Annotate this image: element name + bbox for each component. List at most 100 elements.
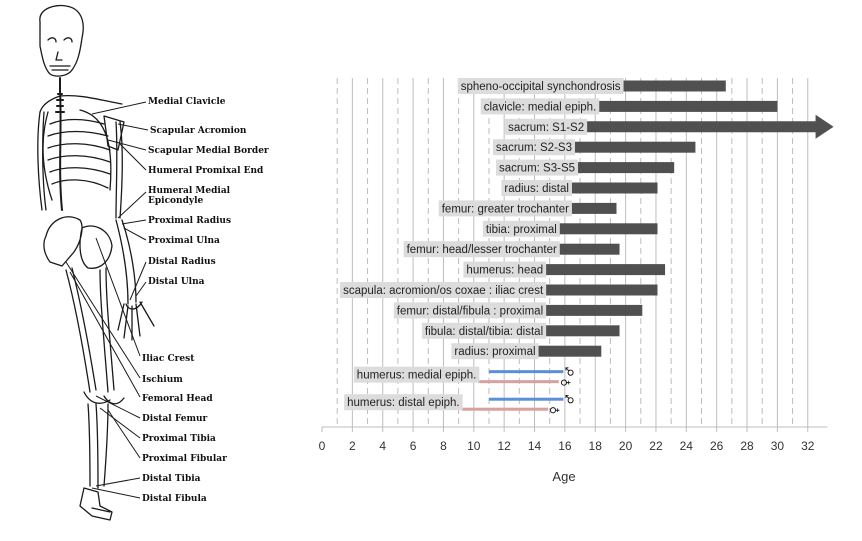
bar xyxy=(622,80,726,92)
bar xyxy=(558,223,658,235)
skeleton-illustration xyxy=(37,4,155,521)
x-tick-label: 10 xyxy=(467,439,481,453)
bar-label-background xyxy=(421,322,547,339)
bar xyxy=(598,100,778,112)
x-tick-label: 26 xyxy=(710,439,724,453)
bar-label-group: radius: distal xyxy=(501,180,572,196)
x-tick-label: 28 xyxy=(740,439,754,453)
x-tick-label: 14 xyxy=(528,439,542,453)
sex-bar-label: humerus: distal epiph. xyxy=(347,397,460,409)
bar-label: radius: distal xyxy=(504,183,569,195)
bar-label-group: femur: head/lesser trochanter xyxy=(403,241,560,258)
bar-label: femur: distal/fibula : proximal xyxy=(397,305,543,317)
female-symbol: ♀ xyxy=(548,406,561,414)
bar-label: spheno-occipital synchondrosis xyxy=(461,81,621,93)
skeleton-labels: Medial Clavicle Scapular Acromion Scapul… xyxy=(142,97,269,504)
label-proximal-radius: Proximal Radius xyxy=(148,216,231,226)
male-symbol: ♂ xyxy=(563,394,576,404)
sex-bar-label-background xyxy=(353,366,480,383)
bar-label-group: radius: proximal xyxy=(451,343,539,360)
hand-right xyxy=(117,301,155,341)
bar-label: humerus: head xyxy=(466,265,543,277)
bar-label: femur: greater trochanter xyxy=(442,203,569,215)
sex-bar-label-group: humerus: distal epiph. xyxy=(344,394,463,411)
bar-label-group: femur: distal/fibula : proximal xyxy=(393,302,547,319)
label-humeral-proximal-end: Humeral Promixal End xyxy=(148,166,264,176)
bar xyxy=(570,202,617,214)
chart-bars: ♂♀♂♀ xyxy=(461,80,834,414)
bar-label-background xyxy=(438,200,572,217)
bar-label-group: sacrum: S3-S5 xyxy=(495,159,579,176)
bar-label: clavicle: medial epiph. xyxy=(484,101,597,113)
bar-label-background xyxy=(501,180,572,196)
bar-label: scapula: acromion/os coxae : iliac crest xyxy=(343,285,544,297)
bar-label-background xyxy=(463,261,547,278)
chart: ♂♀♂♀ spheno-occipital synchondrosisclavi… xyxy=(319,78,834,484)
bar xyxy=(537,345,602,357)
bar-label-background xyxy=(505,118,588,135)
sex-bar-label: humerus: medial epiph. xyxy=(357,370,477,382)
label-humeral-medial-epicondyle-line2: Epicondyle xyxy=(148,196,204,206)
label-scapular-medial-border: Scapular Medial Border xyxy=(148,146,269,156)
bar-label-background xyxy=(495,159,579,176)
x-tick-label: 24 xyxy=(680,439,694,453)
bar-label-background xyxy=(403,241,560,258)
label-scapular-acromion: Scapular Acromion xyxy=(150,126,247,136)
femur xyxy=(65,267,97,393)
bar-label-background xyxy=(340,282,547,298)
spine xyxy=(55,77,65,211)
x-tick-label: 12 xyxy=(497,439,511,453)
x-tick-label: 16 xyxy=(558,439,572,453)
bar-label-group: humerus: head xyxy=(463,261,547,278)
bar-label-group: sacrum: S1-S2 xyxy=(505,118,588,135)
bar-label: sacrum: S2-S3 xyxy=(496,142,572,154)
bar xyxy=(558,243,620,255)
label-femoral-head: Femoral Head xyxy=(142,394,213,404)
humerus xyxy=(115,121,123,219)
bar-label: fibula: distal/tibia: distal xyxy=(425,326,543,338)
bar-label: radius: proximal xyxy=(454,346,535,358)
female-symbol: ♀ xyxy=(559,379,572,387)
bar-label-group: scapula: acromion/os coxae : iliac crest xyxy=(340,282,547,298)
bar-female xyxy=(461,407,549,411)
bar-label-background xyxy=(457,78,624,94)
x-axis-title: Age xyxy=(552,469,575,484)
label-medial-clavicle: Medial Clavicle xyxy=(148,97,226,107)
bar-label-background xyxy=(393,302,547,319)
scapula xyxy=(103,115,125,151)
x-tick-label: 18 xyxy=(589,439,603,453)
bar-label-background xyxy=(482,220,560,237)
bar xyxy=(570,182,658,194)
skeleton-leader-lines xyxy=(65,101,149,499)
bar-label-background xyxy=(480,98,600,115)
x-tick-label: 6 xyxy=(410,439,417,453)
bar xyxy=(545,325,620,337)
x-tick-label: 0 xyxy=(319,439,326,453)
chart-x-axis: 0 2 4 6 8 10 12 14 16 18 20 22 24 26 28 30 32 xyxy=(319,426,828,453)
bar xyxy=(545,284,658,296)
label-humeral-medial-epicondyle-line1: Humeral Medial xyxy=(148,186,231,196)
label-proximal-ulna: Proximal Ulna xyxy=(148,236,220,246)
clavicle xyxy=(39,94,123,113)
x-tick-label: 20 xyxy=(619,439,633,453)
foot xyxy=(79,487,113,521)
label-ischium: Ischium xyxy=(142,375,183,385)
label-distal-tibia: Distal Tibia xyxy=(142,474,201,484)
label-humeral-medial-epicondyle: Humeral Medial Epicondyle xyxy=(148,186,233,206)
bar-label: femur: head/lesser trochanter xyxy=(407,244,557,256)
label-proximal-fibular: Proximal Fibular xyxy=(142,454,227,464)
bar-label-group: clavicle: medial epiph. xyxy=(480,98,600,115)
x-tick-label: 22 xyxy=(649,439,663,453)
bar xyxy=(573,141,696,153)
bar-label-background xyxy=(492,139,575,156)
rib-cage xyxy=(42,109,112,201)
sex-bar-label-background xyxy=(344,394,463,411)
bar xyxy=(545,264,666,276)
label-distal-ulna: Distal Ulna xyxy=(148,277,205,287)
bar xyxy=(545,304,643,316)
male-symbol: ♂ xyxy=(563,367,576,377)
bar-label-group: femur: greater trochanter xyxy=(438,200,572,217)
x-tick-label: 2 xyxy=(349,439,356,453)
bar-label: sacrum: S1-S2 xyxy=(508,122,584,134)
